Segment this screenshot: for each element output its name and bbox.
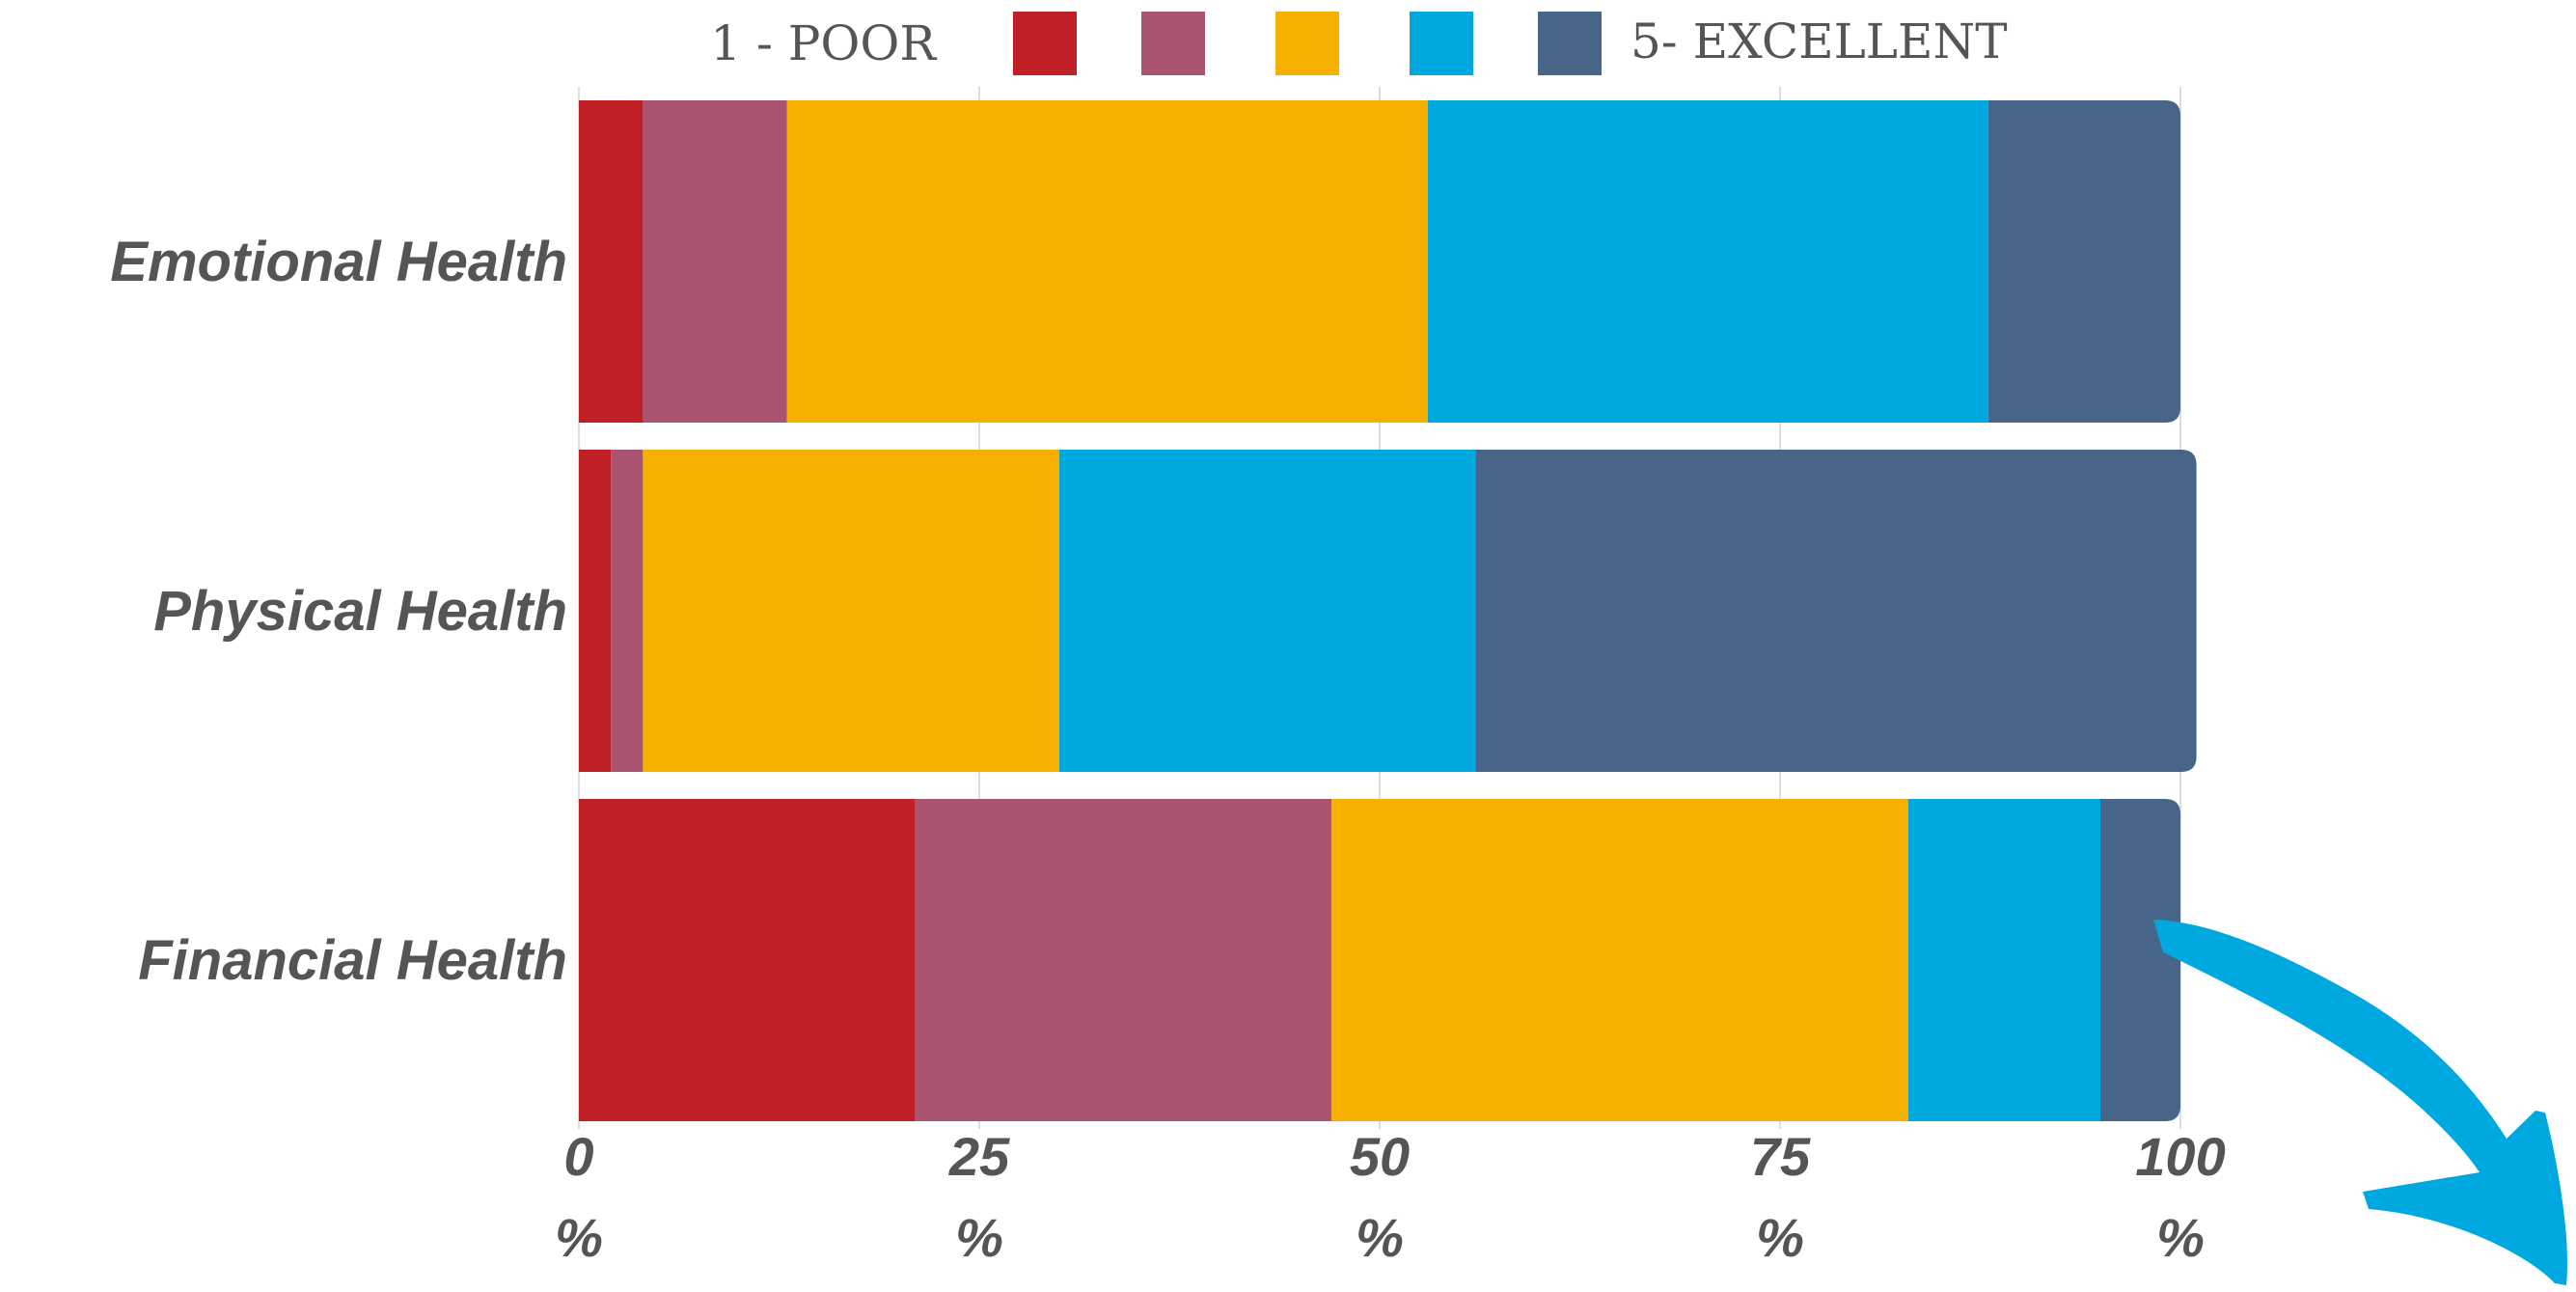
tick-label: 100 <box>2135 1126 2225 1187</box>
tick-label-unit: % <box>1756 1207 1804 1268</box>
tick-label: 50 <box>1350 1126 1410 1187</box>
legend: 1 - POOR 5- EXCELLENT <box>710 12 2008 75</box>
bar-segment <box>579 100 644 423</box>
bar-segment <box>786 100 1428 423</box>
tick-label: 75 <box>1750 1126 1811 1187</box>
bars <box>579 100 2197 1121</box>
bar-segment <box>1331 799 1908 1121</box>
arrow-icon <box>2153 920 2567 1285</box>
tick-label-unit: % <box>555 1207 603 1268</box>
legend-swatch <box>1275 12 1339 75</box>
bar-segment <box>579 450 612 772</box>
category-label: Physical Health <box>153 580 567 643</box>
x-axis-ticks: 0% 25% 50% 75% 100% <box>555 1126 2226 1268</box>
bar-segment <box>2100 799 2180 1121</box>
tick-label-unit: % <box>955 1207 1003 1268</box>
bar-segment <box>915 799 1332 1121</box>
legend-swatch <box>1013 12 1077 75</box>
legend-swatch <box>1141 12 1205 75</box>
bar-segment <box>1475 450 2197 772</box>
legend-swatch <box>1410 12 1473 75</box>
legend-swatch <box>1538 12 1602 75</box>
bar-segment <box>1059 450 1476 772</box>
tick-label-unit: % <box>2156 1207 2205 1268</box>
tick-label: 25 <box>948 1126 1010 1187</box>
legend-label-excellent: 5- EXCELLENT <box>1631 14 2008 69</box>
bar-segment <box>611 450 644 772</box>
curved-arrow-icon <box>2153 920 2567 1285</box>
tick-label: 0 <box>563 1126 593 1187</box>
bar-segment <box>579 799 916 1121</box>
bar-segment <box>1907 799 2100 1121</box>
category-labels: Emotional Health Physical Health Financial… <box>110 231 567 992</box>
legend-label-poor: 1 - POOR <box>710 15 937 71</box>
category-label: Emotional Health <box>110 231 567 293</box>
bar-segment <box>643 100 787 423</box>
bar-segment <box>1427 100 1988 423</box>
tick-label-unit: % <box>1356 1207 1404 1268</box>
category-label: Financial Health <box>138 929 567 992</box>
bar-segment <box>643 450 1059 772</box>
bar-segment <box>1987 100 2180 423</box>
